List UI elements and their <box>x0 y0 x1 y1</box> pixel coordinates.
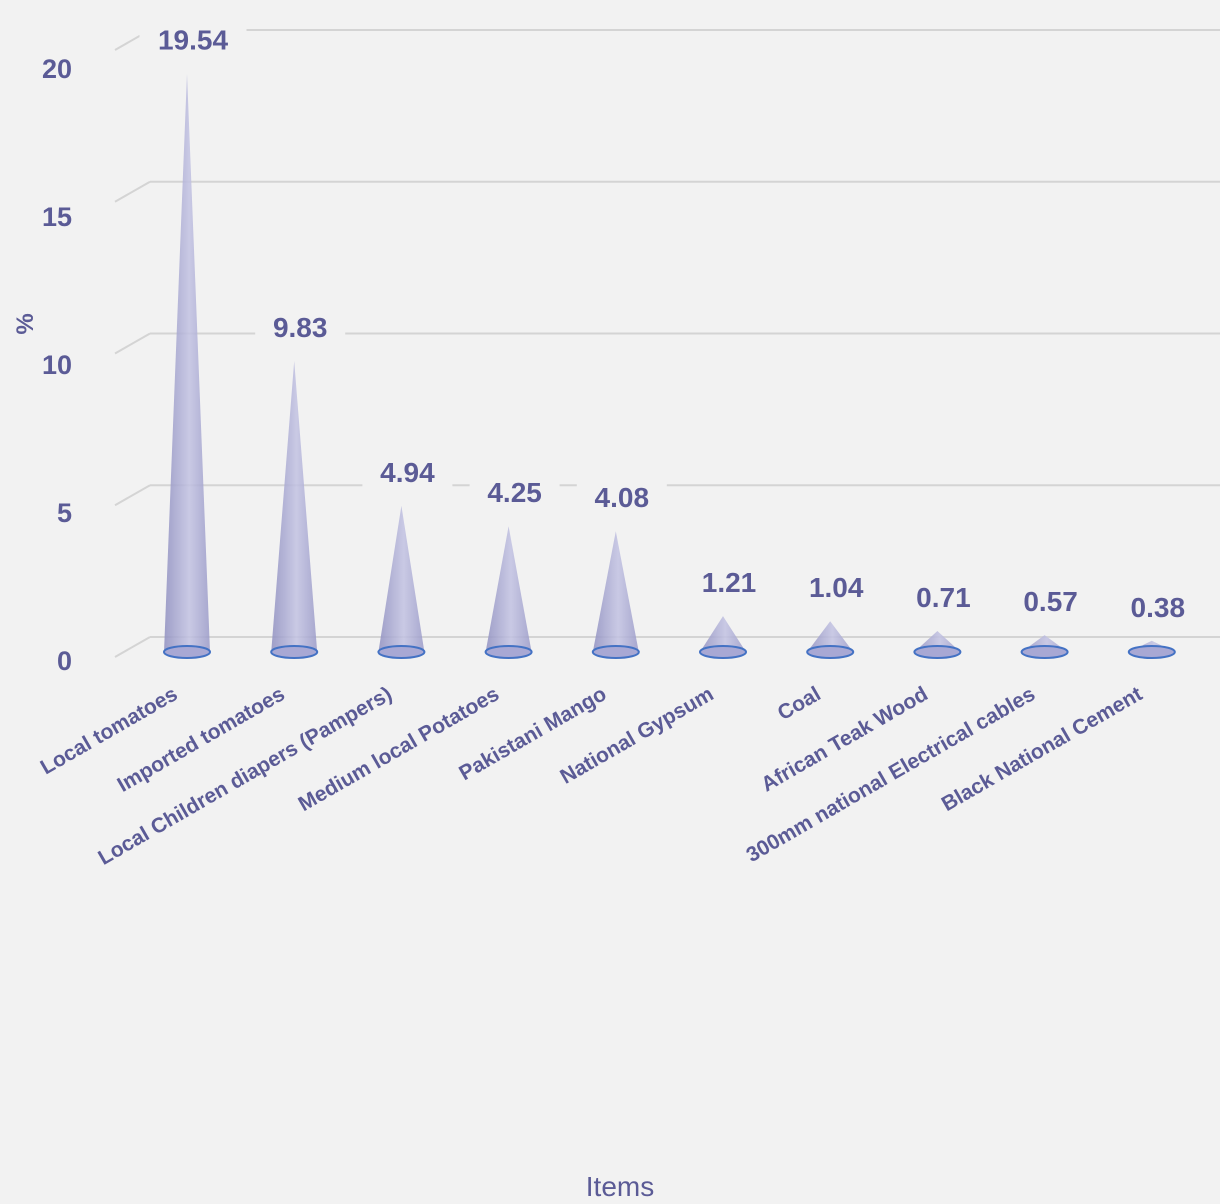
x-tick-label: Black National Cement <box>938 682 1147 816</box>
y-tick-label: 10 <box>42 350 72 380</box>
y-axis-ticks: 0 5 10 15 20 <box>42 54 72 676</box>
data-label-bg <box>255 305 346 348</box>
data-label-bg <box>684 560 774 603</box>
y-tick-label: 15 <box>42 202 72 232</box>
data-label: 19.54 <box>158 25 228 56</box>
cone-bar <box>271 361 318 652</box>
x-tick-label: Coal <box>774 682 825 725</box>
y-tick-label: 20 <box>42 54 72 84</box>
data-label: 4.08 <box>595 482 650 513</box>
data-label-bg <box>1112 584 1203 627</box>
data-label-bg <box>362 449 453 492</box>
data-label-bg <box>576 475 667 518</box>
data-label: 1.21 <box>702 567 757 598</box>
data-label-bg <box>898 574 989 617</box>
y-tick-label: 5 <box>57 498 72 528</box>
cone-base <box>377 645 426 659</box>
cone-base <box>163 645 211 659</box>
cone-bar <box>807 621 854 652</box>
data-label: 1.04 <box>809 572 864 603</box>
cone-base <box>1020 645 1069 659</box>
cone-bar <box>592 531 639 652</box>
gridline-depth <box>114 636 151 658</box>
cone-base <box>591 645 640 659</box>
y-tick-label: 0 <box>57 646 72 676</box>
data-label: 4.94 <box>380 457 435 488</box>
cone-base <box>1127 645 1176 659</box>
x-axis-title: Items <box>586 1171 654 1202</box>
data-label-bg <box>469 470 560 513</box>
data-label: 0.71 <box>916 582 971 613</box>
y-axis-title: % <box>12 313 39 334</box>
cone-base <box>270 645 319 659</box>
cone-base <box>699 645 747 659</box>
data-label: 0.38 <box>1131 592 1186 623</box>
data-labels: 19.54 9.83 4.94 4.25 4.08 1.21 1.04 0.71 0.57 0.3… <box>139 17 1203 627</box>
data-label: 4.25 <box>487 477 542 508</box>
cone-base <box>484 645 533 659</box>
cone-bar <box>164 73 210 653</box>
gridline-depth <box>114 180 151 203</box>
data-label: 0.57 <box>1023 586 1078 617</box>
cone-bar <box>700 616 746 652</box>
cone-bar <box>378 505 425 652</box>
x-tick-label: Medium local Potatoes <box>295 682 504 816</box>
cones <box>163 73 1176 659</box>
gridline-depth <box>114 332 151 355</box>
cone-bar <box>485 526 532 652</box>
gridline-depth <box>114 484 151 507</box>
data-label-bg <box>139 17 247 60</box>
cone-base <box>806 645 855 659</box>
data-label: 9.83 <box>273 312 328 343</box>
cone-base <box>913 645 962 659</box>
data-label-bg <box>791 565 882 608</box>
data-label-bg <box>1005 579 1096 622</box>
